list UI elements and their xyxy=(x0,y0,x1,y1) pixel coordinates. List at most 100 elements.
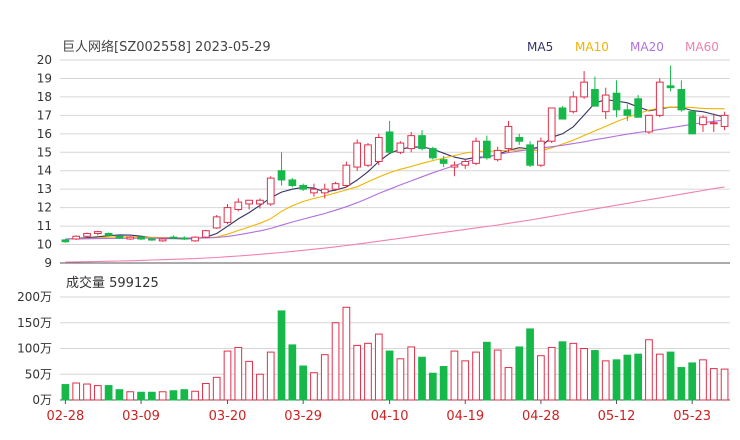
candle xyxy=(526,141,534,168)
candle-body-up xyxy=(407,135,416,150)
date-tick-label: 03-09 xyxy=(122,409,160,424)
candle-body-down xyxy=(61,239,70,243)
volume-bar xyxy=(180,389,189,401)
candle xyxy=(169,235,178,240)
candle-body-up xyxy=(580,81,588,98)
candle xyxy=(212,215,221,229)
candle-body-down xyxy=(169,236,178,239)
candle-body-down xyxy=(137,236,145,240)
volume-bar xyxy=(277,310,286,401)
candle xyxy=(137,236,145,240)
candle-body-down xyxy=(180,237,189,240)
ma-line-ma60 xyxy=(65,186,725,263)
candle xyxy=(612,80,621,118)
candle xyxy=(310,183,318,197)
price-panel: 9 10 11 12 13 14 15 16 17 18 19 20 xyxy=(37,53,730,270)
candle xyxy=(547,107,556,144)
volume-bar xyxy=(645,339,653,401)
candle-body-up xyxy=(245,199,253,205)
volume-bar xyxy=(569,342,578,401)
candle xyxy=(396,141,405,155)
volume-tick-label: 200万 xyxy=(17,290,52,304)
legend-ma5: MA5 xyxy=(527,40,553,54)
candle-body-up xyxy=(699,116,707,126)
price-tick-label: 11 xyxy=(37,219,52,233)
volume-bar xyxy=(299,365,307,401)
volume-bar xyxy=(407,346,416,401)
candle xyxy=(450,161,459,177)
candle-body-up xyxy=(331,183,340,190)
candle-body-up xyxy=(709,122,718,125)
candle-body-up xyxy=(450,164,459,168)
date-tick-label: 02-28 xyxy=(47,409,85,424)
volume-bar xyxy=(666,351,675,401)
volume-bar xyxy=(591,350,599,401)
volume-bar xyxy=(699,359,707,401)
candle xyxy=(418,130,426,151)
legend-ma60: MA60 xyxy=(685,40,719,54)
candle-body-down xyxy=(439,159,448,164)
candle xyxy=(364,143,372,168)
ma-legend: MA5 MA10 MA20 MA60 xyxy=(527,40,719,54)
volume-bar xyxy=(472,351,480,401)
volume-bar xyxy=(61,384,70,401)
volume-bar xyxy=(709,368,718,401)
candle xyxy=(623,104,632,121)
price-tick-label: 14 xyxy=(37,164,52,178)
volume-bar xyxy=(93,385,102,401)
price-tick-label: 17 xyxy=(37,108,52,122)
moving-average-lines xyxy=(65,99,725,263)
candle xyxy=(558,106,567,120)
date-tick-label: 03-29 xyxy=(284,409,322,424)
volume-bar xyxy=(342,306,351,401)
candle xyxy=(645,114,653,134)
volume-bar xyxy=(234,346,243,401)
candle xyxy=(256,198,264,209)
candle xyxy=(93,230,102,236)
candle-body-up xyxy=(364,144,372,166)
candle xyxy=(191,236,199,242)
candle-body-down xyxy=(288,179,297,186)
candle xyxy=(61,239,70,243)
candle-body-up xyxy=(72,235,81,240)
candle xyxy=(720,111,729,131)
volume-bar xyxy=(83,383,91,401)
candle-body-up xyxy=(645,114,653,133)
volume-bar xyxy=(191,390,199,401)
candle xyxy=(320,183,329,199)
candle xyxy=(148,238,156,241)
candle xyxy=(688,109,697,135)
candle xyxy=(277,152,286,186)
price-tick-label: 9 xyxy=(44,256,52,270)
candle xyxy=(428,146,437,160)
volume-bar xyxy=(364,342,372,401)
volume-bar xyxy=(158,391,167,401)
volume-panel: 成交量 599125 200万 150万 100万 50万 0万 xyxy=(17,275,730,407)
candle xyxy=(537,137,545,168)
volume-y-axis: 200万 150万 100万 50万 0万 xyxy=(17,290,52,407)
volume-bar xyxy=(245,360,253,401)
volume-bar xyxy=(396,358,405,401)
candle xyxy=(223,203,232,225)
price-tick-label: 19 xyxy=(37,71,52,85)
volume-bar xyxy=(104,385,113,401)
candle-body-down xyxy=(418,135,426,150)
candle-body-up xyxy=(601,94,610,113)
candle xyxy=(180,236,189,240)
candle xyxy=(353,139,362,171)
candle-body-down xyxy=(591,89,599,107)
candle xyxy=(126,236,135,240)
chart-title: 巨人网络[SZ002558] 2023-05-29 xyxy=(62,39,271,55)
candle xyxy=(407,131,416,153)
candle-body-up xyxy=(396,142,405,153)
candle-body-up xyxy=(266,177,275,205)
volume-bar xyxy=(439,366,448,401)
candle-body-down xyxy=(634,98,642,118)
volume-bar xyxy=(288,344,297,401)
date-axis: 02-28 03-09 03-20 03-29 04-10 04-19 04-28 05-12… xyxy=(47,400,711,424)
candle-body-up xyxy=(202,230,210,238)
candle-body-up xyxy=(461,161,470,166)
volume-bar xyxy=(526,328,534,401)
volume-tick-label: 0万 xyxy=(32,393,52,407)
volume-bar xyxy=(547,346,556,401)
